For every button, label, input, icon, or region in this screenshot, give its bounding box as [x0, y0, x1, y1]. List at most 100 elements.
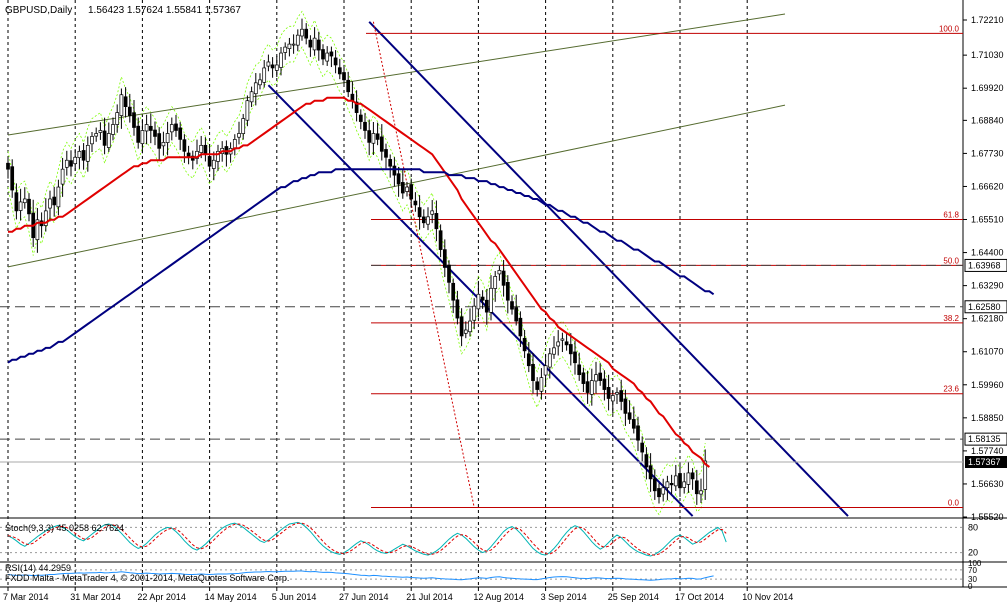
moving-averages: [7, 96, 715, 468]
candle-body: [472, 305, 477, 321]
candle-body: [102, 130, 107, 146]
candle-body: [64, 159, 69, 168]
rsi-level-label: 30: [968, 575, 977, 584]
candle-body: [539, 377, 544, 392]
candle-body: [661, 487, 666, 495]
candle-body: [636, 425, 640, 441]
candle-body: [77, 150, 82, 159]
candle-body: [489, 287, 493, 313]
rsi-level-label: 0: [968, 582, 973, 591]
fib-dashed-trend: [372, 21, 475, 508]
time-tick-label: 31 Mar 2014: [70, 592, 121, 602]
candle-body: [300, 28, 304, 37]
time-tick-label: 5 Jun 2014: [272, 592, 317, 602]
candle-body: [127, 106, 132, 116]
broker-label: FXDD Malta - MetaTrader 4, © 2001-2014, …: [5, 573, 289, 583]
candle-body: [694, 480, 699, 495]
candle-body: [195, 150, 199, 159]
candle-body: [426, 216, 430, 225]
candle-body: [409, 184, 414, 200]
candle-body: [392, 165, 397, 176]
price-tick-label: 1.68840: [971, 115, 1004, 125]
price-tick-label: 1.72210: [971, 15, 1004, 25]
candle-body: [27, 198, 31, 215]
candle-body: [384, 149, 388, 158]
candle-body: [253, 82, 258, 95]
candle-body: [379, 136, 384, 152]
candle-body: [405, 186, 409, 192]
candle-body: [115, 112, 120, 125]
symbol-label: GBPUSD,Daily: [5, 5, 72, 16]
candle-body: [245, 100, 250, 121]
candle-body: [333, 57, 338, 66]
stoch-label: Stoch(9,3,3) 45.0258 62.7624: [5, 523, 124, 533]
fib-level-label: 61.8: [943, 211, 959, 220]
candle-body: [329, 51, 334, 57]
candle-body: [60, 168, 65, 185]
price-tick-label: 1.69920: [971, 83, 1004, 93]
candle-body: [547, 353, 552, 368]
candle-body: [606, 387, 611, 399]
price-tick-label: 1.59960: [971, 380, 1004, 390]
candle-body: [182, 139, 187, 152]
candle-body: [237, 133, 241, 138]
candle-body: [602, 378, 607, 390]
candle-body: [52, 196, 57, 206]
candle-body: [560, 338, 565, 341]
candle-body: [413, 200, 418, 206]
candle-body: [308, 39, 313, 48]
candle-body: [69, 160, 73, 167]
candle-body: [35, 219, 40, 241]
price-tick-label: 1.65510: [971, 215, 1004, 225]
candle-body: [367, 130, 372, 143]
candle-body: [678, 473, 682, 489]
ohlc-label: 1.56423 1.57624 1.55841 1.57367: [88, 5, 241, 16]
candle-body: [388, 159, 393, 167]
time-tick-label: 27 Jun 2014: [339, 592, 389, 602]
candle-body: [161, 142, 166, 147]
candle-body: [690, 472, 695, 480]
candle-body: [10, 166, 15, 191]
candle-body: [279, 52, 283, 68]
candle-body: [535, 381, 540, 390]
candle-body: [673, 475, 678, 487]
price-tick-label: 1.63290: [971, 281, 1004, 291]
falling-channel-lower: [267, 84, 694, 517]
candle-body: [274, 64, 279, 71]
time-tick-label: 3 Sep 2014: [541, 592, 587, 602]
candle-body: [577, 364, 582, 376]
time-tick-label: 14 May 2014: [205, 592, 257, 602]
candle-body: [619, 390, 624, 402]
candle-body: [589, 380, 594, 395]
ma-slow-line: [7, 168, 715, 364]
candle-body: [573, 351, 577, 364]
candle-body: [178, 127, 183, 140]
candle-body: [669, 482, 674, 486]
candle-body: [417, 207, 422, 218]
candle-body: [312, 37, 317, 51]
rsi-level-label: 70: [968, 566, 977, 575]
time-tick-label: 7 Mar 2014: [3, 592, 49, 602]
price-tick-label: 1.62180: [971, 314, 1004, 324]
level-label-box: [964, 258, 1007, 272]
candle-body: [291, 43, 296, 46]
time-tick-label: 12 Aug 2014: [473, 592, 524, 602]
stoch-level-label: 20: [968, 548, 978, 558]
candle-body: [451, 282, 456, 301]
candle-body: [463, 329, 468, 334]
candle-body: [94, 133, 99, 137]
candle-body: [140, 130, 145, 145]
candle-body: [434, 213, 439, 230]
rising-channel-lower: [7, 104, 786, 268]
fib-level-label: 50.0: [943, 256, 959, 265]
candle-body: [598, 372, 603, 381]
candle-body: [22, 198, 27, 204]
candle-body: [262, 67, 267, 83]
candle-body: [594, 374, 598, 382]
price-tick-label: 1.64400: [971, 248, 1004, 258]
candle-body: [266, 61, 271, 67]
level-label-box: [964, 432, 1007, 446]
candle-body: [270, 64, 275, 69]
